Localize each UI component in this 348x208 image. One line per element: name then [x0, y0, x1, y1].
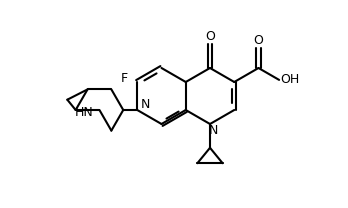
Text: N: N: [141, 99, 150, 111]
Text: N: N: [208, 124, 218, 136]
Text: HN: HN: [75, 106, 94, 120]
Text: OH: OH: [280, 73, 300, 86]
Text: O: O: [254, 34, 263, 47]
Text: F: F: [121, 73, 128, 85]
Text: O: O: [205, 30, 215, 43]
